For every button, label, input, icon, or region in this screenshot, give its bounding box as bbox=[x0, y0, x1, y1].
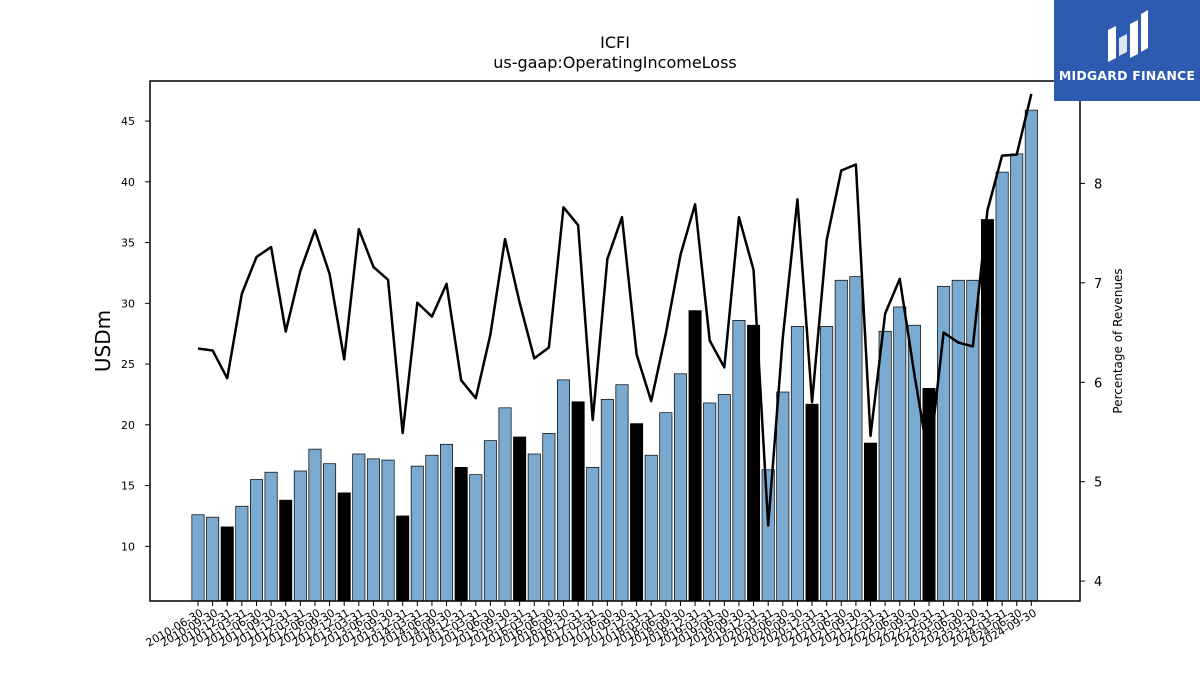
bar-2011-06-30 bbox=[249, 479, 263, 602]
y2-tick-label: 5 bbox=[1094, 476, 1102, 491]
y2-axis-label: Percentage of Revenues bbox=[1111, 268, 1125, 413]
bar-2013-09-30 bbox=[381, 459, 395, 602]
bar-2020-06-30 bbox=[776, 391, 790, 602]
bar-2018-09-30 bbox=[673, 373, 687, 602]
bar-2019-06-30 bbox=[717, 394, 731, 602]
bar-2017-12-31 bbox=[630, 423, 644, 602]
bar-2019-03-31 bbox=[703, 402, 717, 602]
y-axis-label: USDm bbox=[91, 310, 115, 372]
bar-2011-12-31 bbox=[279, 499, 293, 602]
bar-2010-06-30 bbox=[191, 514, 205, 602]
bar-2023-09-30 bbox=[966, 279, 980, 602]
bar-2021-06-30 bbox=[834, 279, 848, 602]
bar-2014-09-30 bbox=[440, 443, 454, 602]
bar-2013-12-31 bbox=[396, 515, 410, 602]
bar-2010-12-31 bbox=[220, 526, 234, 602]
bar-2011-09-30 bbox=[264, 471, 278, 602]
y-tick-label: 20 bbox=[121, 419, 135, 432]
bar-2014-12-31 bbox=[454, 467, 468, 602]
bar-2023-12-31 bbox=[980, 219, 994, 602]
bar-2020-12-31 bbox=[805, 403, 819, 602]
chart-subtitle: us-gaap:OperatingIncomeLoss bbox=[493, 53, 737, 72]
bar-2023-06-30 bbox=[951, 279, 965, 602]
y2-tick-label: 8 bbox=[1094, 177, 1102, 192]
chart-title: ICFI bbox=[600, 33, 630, 52]
bar-2024-09-30 bbox=[1024, 109, 1038, 602]
bar-2019-09-30 bbox=[732, 320, 746, 602]
bar-2020-09-30 bbox=[790, 326, 804, 602]
bar-2020-03-31 bbox=[761, 469, 775, 602]
bar-2015-06-30 bbox=[483, 440, 497, 602]
bar-2021-09-30 bbox=[849, 276, 863, 602]
brand-name: MIDGARD FINANCE bbox=[1058, 68, 1196, 83]
bar-2012-09-30 bbox=[323, 463, 337, 602]
bar-2017-09-30 bbox=[615, 384, 629, 602]
y2-tick-label: 4 bbox=[1094, 575, 1102, 590]
bar-2012-03-31 bbox=[293, 470, 307, 602]
bar-2013-03-31 bbox=[352, 453, 366, 602]
bar-2018-06-30 bbox=[659, 412, 673, 602]
bar-2016-06-30 bbox=[542, 432, 556, 602]
y-tick-label: 15 bbox=[121, 480, 135, 493]
bar-2016-12-31 bbox=[571, 401, 585, 602]
bar-2014-06-30 bbox=[425, 454, 439, 602]
bar-2022-03-31 bbox=[878, 330, 892, 602]
y2-tick-label: 6 bbox=[1094, 376, 1102, 391]
bar-2015-03-31 bbox=[469, 474, 483, 602]
bar-2010-09-30 bbox=[206, 516, 220, 602]
y-tick-label: 10 bbox=[121, 540, 135, 553]
midgard-logo-icon bbox=[1108, 10, 1148, 62]
bar-2013-06-30 bbox=[366, 458, 380, 602]
y-tick-label: 25 bbox=[121, 358, 135, 371]
bar-2015-09-30 bbox=[498, 407, 512, 602]
bar-2012-06-30 bbox=[308, 448, 322, 602]
plot-frame bbox=[149, 80, 1081, 602]
y2-tick-label: 7 bbox=[1094, 277, 1102, 292]
bar-2016-03-31 bbox=[527, 453, 541, 602]
bar-2024-06-30 bbox=[1010, 153, 1024, 602]
bar-2021-03-31 bbox=[820, 326, 834, 602]
pct-revenue-line bbox=[197, 93, 1033, 527]
bar-2011-03-31 bbox=[235, 505, 249, 602]
bar-2018-03-31 bbox=[644, 454, 658, 602]
bar-2016-09-30 bbox=[556, 379, 570, 602]
y-tick-label: 30 bbox=[121, 297, 135, 310]
bar-2021-12-31 bbox=[864, 442, 878, 602]
bar-2022-06-30 bbox=[893, 306, 907, 602]
bar-2018-12-31 bbox=[688, 310, 702, 602]
y-tick-label: 35 bbox=[121, 237, 135, 250]
bar-2017-03-31 bbox=[586, 467, 600, 602]
bar-2024-03-31 bbox=[995, 171, 1009, 602]
bar-2015-12-31 bbox=[513, 436, 527, 602]
bar-2014-03-31 bbox=[410, 465, 424, 602]
y-tick-label: 40 bbox=[121, 176, 135, 189]
brand-logo: MIDGARD FINANCE bbox=[1054, 0, 1200, 101]
bar-2017-06-30 bbox=[600, 398, 614, 602]
y-tick-label: 45 bbox=[121, 115, 135, 128]
bar-2012-12-31 bbox=[337, 492, 351, 602]
